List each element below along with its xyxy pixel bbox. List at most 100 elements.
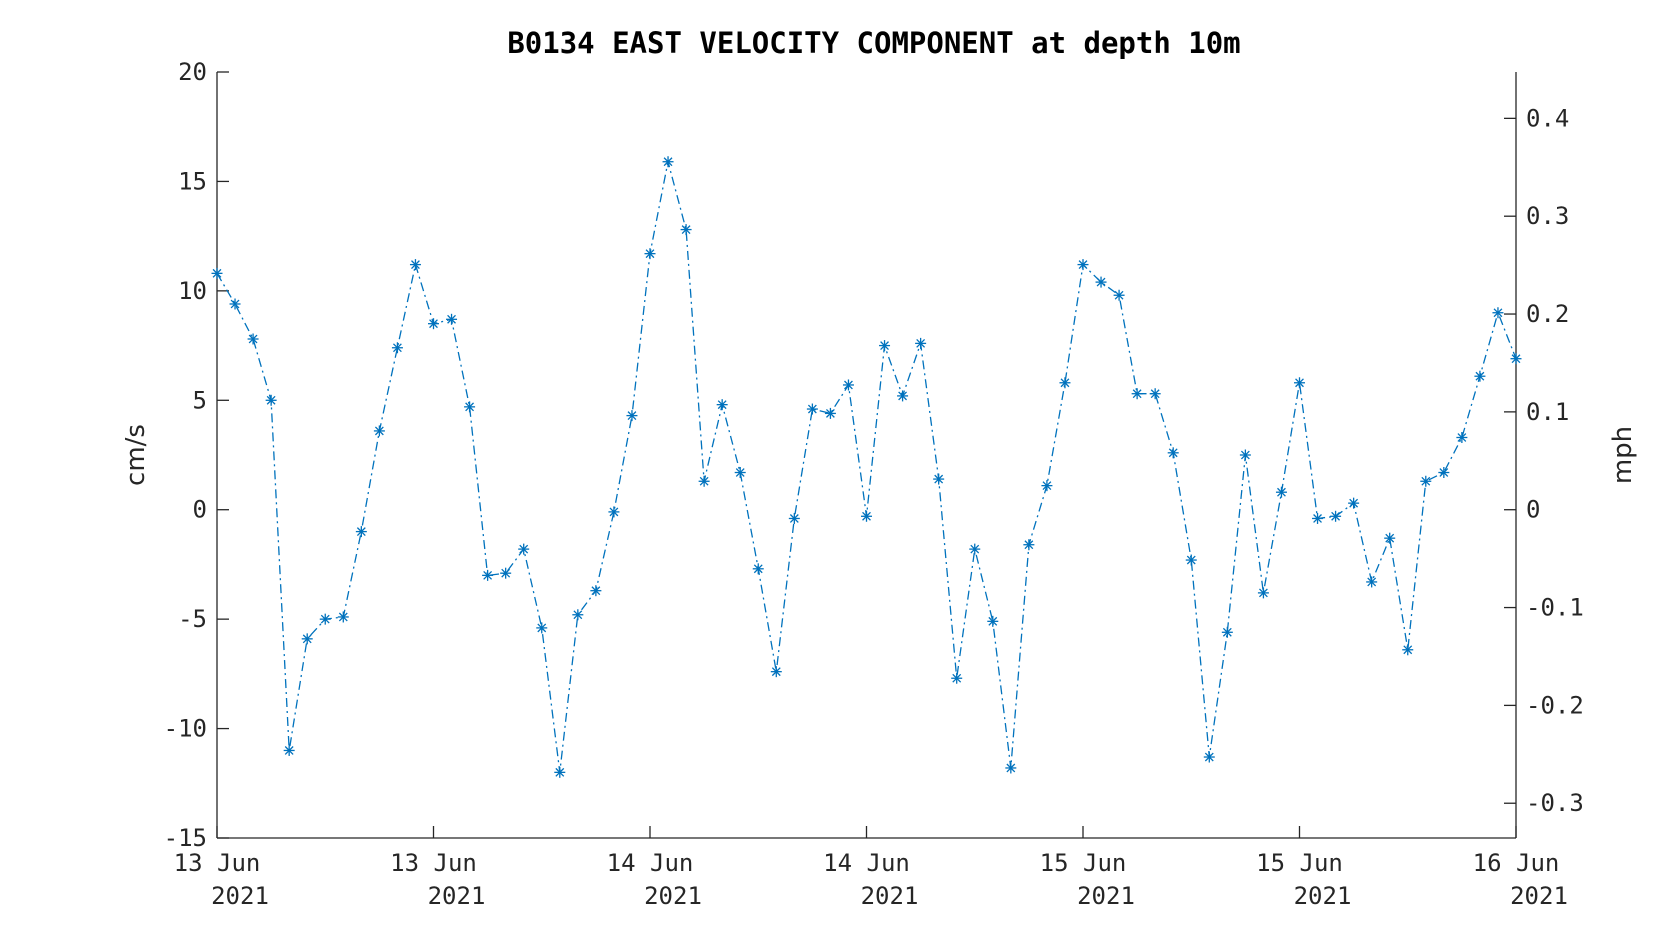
marker-stroke bbox=[483, 570, 493, 580]
marker-stroke bbox=[356, 527, 366, 537]
marker-stroke bbox=[970, 544, 980, 554]
marker-stroke bbox=[825, 408, 835, 418]
y-tick-label-left: -5 bbox=[178, 605, 207, 633]
data-point-marker bbox=[229, 298, 241, 310]
data-point-marker bbox=[1203, 751, 1215, 763]
marker-stroke bbox=[501, 568, 511, 578]
data-point-marker bbox=[1384, 532, 1396, 544]
marker-stroke bbox=[1313, 514, 1322, 523]
data-point-marker bbox=[337, 611, 349, 623]
data-point-marker bbox=[391, 342, 403, 354]
marker-stroke bbox=[1114, 290, 1124, 300]
marker-stroke bbox=[591, 586, 601, 596]
x-tick-label-year: 2021 bbox=[1294, 882, 1352, 910]
marker-stroke bbox=[699, 476, 709, 486]
marker-stroke bbox=[1493, 308, 1503, 318]
x-tick-label-year: 2021 bbox=[1077, 882, 1135, 910]
data-point-marker bbox=[536, 622, 548, 634]
data-point-marker bbox=[1294, 377, 1305, 389]
marker-stroke bbox=[1349, 498, 1359, 508]
data-point-marker bbox=[265, 394, 277, 406]
data-point-marker bbox=[897, 390, 909, 402]
data-point-marker bbox=[1239, 449, 1251, 461]
marker-stroke bbox=[988, 616, 998, 626]
marker-stroke bbox=[1204, 752, 1214, 762]
x-tick-label-year: 2021 bbox=[428, 882, 486, 910]
data-point-marker bbox=[1041, 480, 1053, 492]
data-point-marker bbox=[752, 563, 764, 575]
marker-stroke bbox=[302, 634, 312, 644]
marker-stroke bbox=[266, 395, 276, 405]
data-point-marker bbox=[1420, 475, 1432, 487]
data-point-marker bbox=[662, 156, 674, 168]
marker-stroke bbox=[1240, 450, 1250, 460]
marker-stroke bbox=[1060, 378, 1070, 388]
data-point-marker bbox=[1257, 587, 1269, 599]
y-ticks-left: -15 -10 -5 0 5 10 15 20 bbox=[164, 58, 229, 852]
data-point-marker bbox=[464, 401, 476, 413]
x-tick-label-date: 16 Jun bbox=[1473, 849, 1560, 877]
marker-stroke bbox=[1385, 533, 1395, 543]
data-point-marker bbox=[861, 510, 872, 522]
marker-stroke bbox=[1403, 645, 1413, 655]
marker-stroke bbox=[1367, 577, 1377, 587]
x-tick-label-year: 2021 bbox=[1510, 882, 1568, 910]
data-point-marker bbox=[319, 613, 331, 625]
marker-stroke bbox=[771, 667, 781, 677]
data-point-marker bbox=[1474, 370, 1486, 382]
marker-stroke bbox=[735, 468, 745, 477]
marker-stroke bbox=[429, 319, 438, 329]
y-tick-label-left: 15 bbox=[178, 167, 207, 195]
marker-stroke bbox=[645, 249, 655, 259]
plot-axes bbox=[216, 72, 1517, 839]
marker-stroke bbox=[1078, 260, 1088, 270]
y-ticks-right: -0.3 -0.2 -0.1 0 0.1 0.2 0.3 0.4 bbox=[1504, 104, 1584, 817]
data-point-marker bbox=[500, 567, 512, 579]
data-point-marker bbox=[915, 337, 927, 349]
marker-stroke bbox=[248, 334, 258, 344]
marker-stroke bbox=[230, 299, 240, 309]
marker-stroke bbox=[284, 746, 294, 755]
data-point-marker bbox=[969, 543, 981, 555]
marker-stroke bbox=[789, 514, 799, 523]
data-point-marker bbox=[824, 407, 836, 419]
marker-stroke bbox=[916, 338, 926, 348]
data-point-marker bbox=[1149, 388, 1161, 400]
x-tick-label-year: 2021 bbox=[644, 882, 702, 910]
marker-stroke bbox=[880, 341, 889, 350]
x-tick-label-date: 14 Jun bbox=[823, 849, 910, 877]
marker-stroke bbox=[844, 380, 853, 390]
data-point-marker bbox=[698, 475, 710, 487]
y-tick-label-left: -10 bbox=[164, 715, 207, 743]
marker-stroke bbox=[573, 610, 583, 620]
data-point-marker bbox=[1275, 486, 1287, 498]
marker-stroke bbox=[753, 564, 763, 574]
data-point-marker bbox=[608, 506, 620, 518]
data-point-marker bbox=[626, 410, 638, 422]
marker-stroke bbox=[952, 673, 962, 683]
x-tick-label-date: 15 Jun bbox=[1040, 849, 1127, 877]
data-point-marker bbox=[554, 766, 566, 778]
marker-stroke bbox=[1421, 476, 1431, 486]
data-point-marker bbox=[1366, 576, 1378, 588]
marker-stroke bbox=[1439, 468, 1449, 477]
marker-stroke bbox=[1277, 487, 1286, 497]
x-ticks: 13 Jun 2021 13 Jun 2021 14 Jun 2021 14 Jun 2021… bbox=[174, 826, 1568, 910]
marker-stroke bbox=[1331, 511, 1341, 521]
data-point-marker bbox=[590, 585, 602, 597]
data-point-marker bbox=[211, 267, 223, 279]
marker-stroke bbox=[898, 391, 908, 401]
x-tick-label-date: 14 Jun bbox=[607, 849, 694, 877]
data-point-marker bbox=[680, 224, 692, 236]
y-tick-label-left: 0 bbox=[193, 496, 207, 524]
marker-stroke bbox=[717, 400, 727, 410]
marker-stroke bbox=[1186, 555, 1196, 565]
marker-stroke bbox=[447, 314, 456, 324]
marker-stroke bbox=[681, 225, 691, 234]
marker-stroke bbox=[1042, 481, 1052, 491]
data-point-marker bbox=[1185, 554, 1197, 566]
data-point-marker bbox=[482, 569, 494, 581]
data-point-marker bbox=[301, 633, 313, 645]
data-point-marker bbox=[1510, 353, 1522, 365]
